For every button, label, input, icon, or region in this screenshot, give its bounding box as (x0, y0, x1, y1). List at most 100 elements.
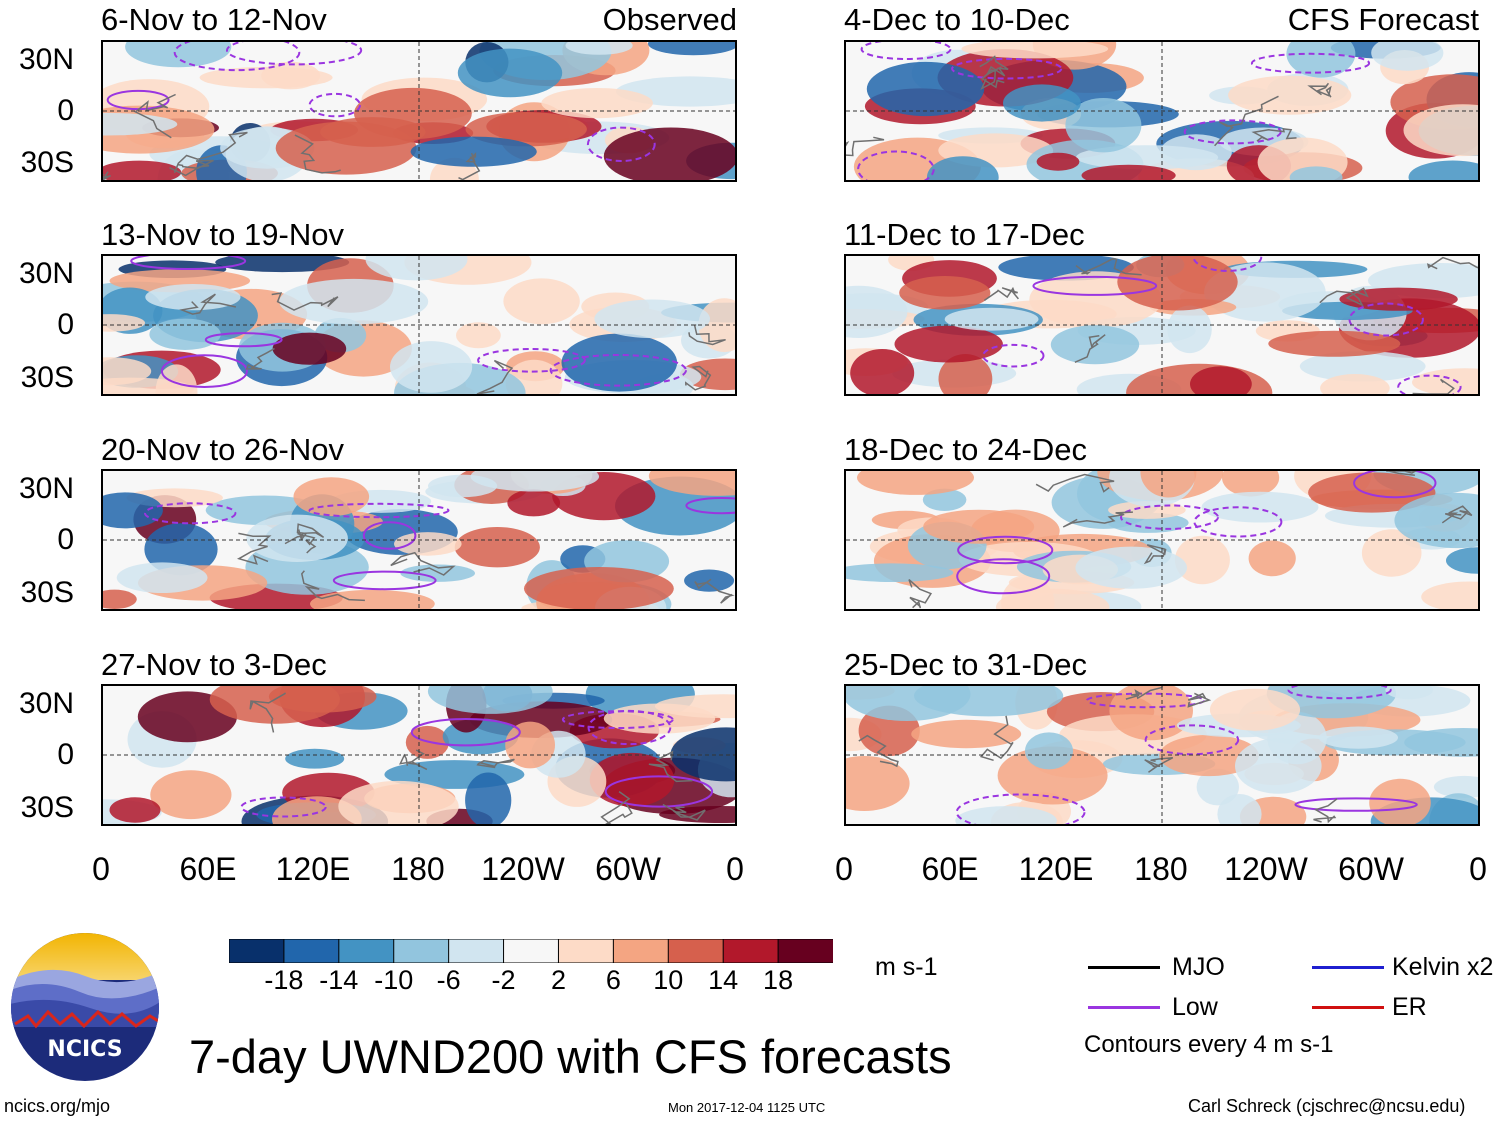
panel-title: 13-Nov to 19-Nov (101, 217, 344, 252)
anomaly-contour (338, 780, 459, 824)
colorbar (228, 938, 835, 964)
y-tick-label: 30N (18, 257, 74, 290)
anomaly-contour (648, 471, 735, 496)
anomaly-contour (116, 562, 208, 593)
anomaly-contour (1248, 540, 1296, 577)
y-tick-label: 30S (20, 146, 74, 179)
low-contour (410, 718, 521, 747)
x-tick-label: 60W (1338, 851, 1404, 887)
coastline (1386, 471, 1417, 477)
colorbar-tick-label: 6 (605, 965, 621, 995)
anomaly-contour (894, 325, 1003, 363)
coastline (1062, 511, 1133, 528)
x-tick-label: 0 (835, 851, 853, 887)
panel-title: 25-Dec to 31-Dec (844, 647, 1087, 682)
anomaly-contour (923, 509, 1035, 544)
anomaly-contour (1201, 491, 1319, 523)
anomaly-contour (272, 332, 347, 365)
coastline (1187, 692, 1212, 708)
anomaly-contour (911, 719, 1022, 749)
low-contour (204, 332, 283, 348)
anomaly-contour (1369, 778, 1431, 824)
anomaly-contour (1361, 529, 1422, 577)
anomaly-contour (103, 492, 163, 529)
anomaly-contour (866, 61, 985, 117)
colorbar-tick-label: 10 (653, 965, 684, 995)
anomaly-contour (1159, 734, 1259, 777)
x-tick-label: 0 (1469, 851, 1487, 887)
y-tick-label: 30S (20, 361, 74, 394)
coastline (476, 758, 515, 769)
colorbar-tick-label: 14 (708, 965, 739, 995)
coastline (1074, 334, 1106, 363)
y-tick-label: 0 (57, 738, 74, 771)
colorbar-tick-label: -10 (374, 965, 414, 995)
anomaly-contour (1339, 287, 1458, 311)
anomaly-contour (1196, 768, 1239, 806)
anomaly-contour (320, 117, 426, 147)
y-tick-label: 30N (18, 43, 74, 76)
website-link[interactable]: ncics.org/mjo (4, 1096, 111, 1116)
coastline (458, 152, 481, 180)
anomaly-contour (1394, 492, 1478, 549)
y-tick-label: 30N (18, 472, 74, 505)
map-panel (844, 469, 1480, 611)
anomaly-contour (698, 298, 735, 353)
anomaly-contour (365, 256, 468, 281)
coastline (846, 136, 885, 157)
legend-label-low: Low (1172, 993, 1218, 1021)
anomaly-contour (561, 333, 678, 392)
anomaly-contour (1371, 42, 1444, 71)
anomaly-contour (103, 314, 145, 332)
low-contour (1085, 692, 1206, 709)
anomaly-contour (427, 686, 553, 714)
low-contour (1353, 471, 1437, 499)
low-contour (1032, 275, 1158, 296)
anomaly-contour (456, 322, 501, 349)
colorbar-swatch (283, 938, 340, 964)
anomaly-contour (1268, 330, 1401, 357)
anomaly-contour (410, 136, 537, 167)
map-panel (844, 40, 1480, 182)
anomaly-contour (1235, 738, 1322, 794)
timestamp: Mon 2017-12-04 1125 UTC (668, 1100, 826, 1115)
colorbar-swatch (667, 938, 725, 964)
anomaly-contour (505, 721, 555, 769)
low-contour (685, 497, 735, 515)
low-contour (477, 348, 586, 373)
y-tick-label: 30S (20, 791, 74, 824)
anomaly-contour (670, 727, 735, 782)
ncics-logo: NCICS (10, 932, 160, 1082)
panel-title: 27-Nov to 3-Dec (101, 647, 327, 682)
map-panel (101, 40, 737, 182)
coastline (249, 692, 286, 733)
colorbar-swatch (448, 938, 505, 964)
legend-label-er: ER (1392, 993, 1427, 1021)
anomaly-contour (1190, 366, 1252, 394)
coastline (684, 365, 712, 391)
low-contour (1144, 724, 1240, 756)
y-tick-label: 30N (18, 687, 74, 720)
low-contour (226, 42, 363, 66)
anomaly-contour (1081, 164, 1176, 180)
anomaly-contour (944, 307, 1039, 331)
low-contour (173, 42, 301, 72)
colorbar-tick-label: -18 (264, 965, 304, 995)
anomaly-contour (199, 66, 333, 89)
anomaly-contour (149, 318, 221, 350)
anomaly-contour (390, 341, 473, 393)
legend-line-kelvin (1312, 966, 1384, 969)
coastline (908, 579, 933, 609)
coastline (245, 347, 275, 370)
colorbar-tick-label: -14 (319, 965, 359, 995)
anomaly-contour (310, 589, 435, 609)
map-panel (844, 254, 1480, 396)
colorbar-units: m s-1 (875, 953, 938, 981)
coastline (1214, 95, 1279, 147)
anomaly-contour (1050, 325, 1140, 365)
anomaly-contour (394, 532, 462, 556)
low-contour (587, 709, 672, 746)
anomaly-contour (246, 514, 348, 562)
anomaly-contour (655, 694, 735, 719)
anomaly-contour (279, 278, 429, 325)
